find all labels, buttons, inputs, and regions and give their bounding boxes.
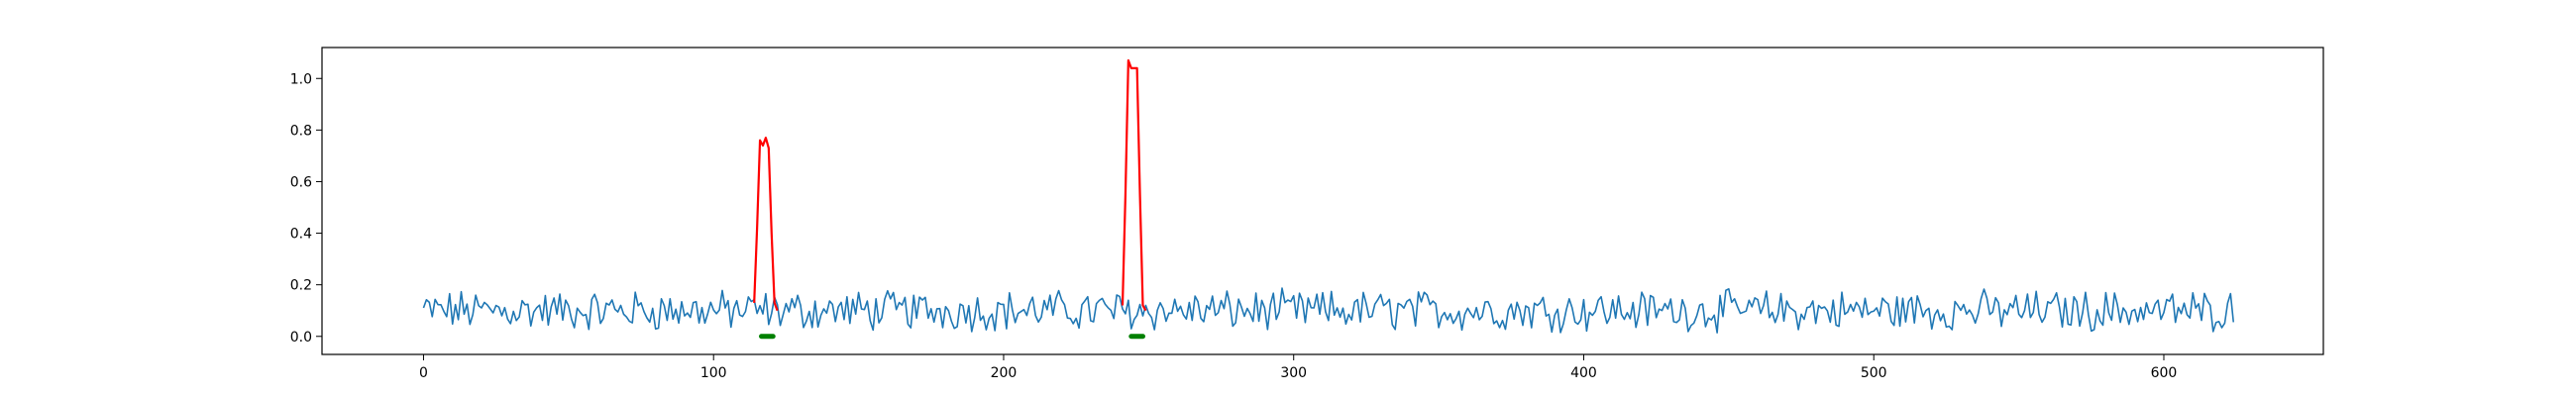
y-axis: 0.0 0.2 0.4 0.6 0.8 1.0 bbox=[290, 71, 322, 346]
x-tick-label-100: 100 bbox=[700, 365, 727, 381]
anomaly-series bbox=[753, 58, 1147, 312]
y-tick-label-0.8: 0.8 bbox=[290, 123, 312, 139]
signal-series bbox=[422, 287, 2235, 334]
y-tick-label-0.0: 0.0 bbox=[290, 330, 312, 346]
signal-line bbox=[422, 287, 2235, 334]
y-tick-label-1.0: 1.0 bbox=[290, 71, 312, 87]
y-tick-label-0.6: 0.6 bbox=[290, 174, 312, 190]
x-tick-label-0: 0 bbox=[419, 365, 428, 381]
x-tick-label-200: 200 bbox=[991, 365, 1018, 381]
x-tick-label-300: 300 bbox=[1280, 365, 1307, 381]
x-tick-label-500: 500 bbox=[1861, 365, 1887, 381]
x-tick-label-600: 600 bbox=[2151, 365, 2178, 381]
y-tick-label-0.4: 0.4 bbox=[290, 227, 312, 243]
anomaly-line-2 bbox=[1121, 58, 1147, 312]
anomaly-line-1 bbox=[753, 137, 779, 312]
plot-area bbox=[322, 48, 2323, 354]
axes-frame bbox=[321, 47, 2324, 355]
y-tick-label-0.2: 0.2 bbox=[290, 278, 312, 294]
x-tick-label-400: 400 bbox=[1570, 365, 1597, 381]
x-axis: 0 100 200 300 400 500 600 bbox=[419, 354, 2177, 381]
